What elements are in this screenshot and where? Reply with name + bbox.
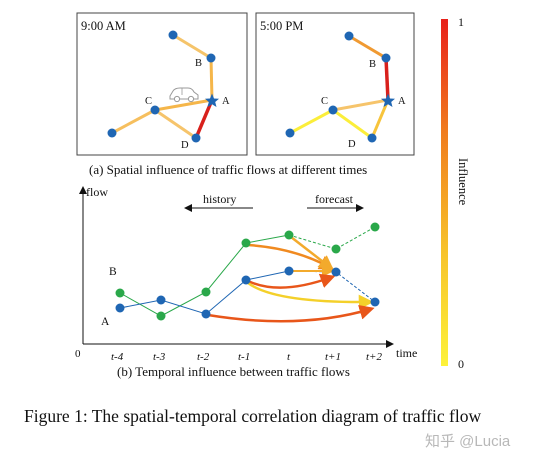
edge-r-top-b bbox=[348, 34, 387, 60]
right-time-label: 5:00 PM bbox=[260, 19, 303, 33]
influence-arrow-a-t2-to-a-t2 bbox=[207, 304, 375, 323]
node-r-d bbox=[367, 133, 377, 143]
watermark: 知乎 @Lucia bbox=[425, 433, 511, 450]
edge-c-a bbox=[154, 98, 213, 112]
series-a-point bbox=[241, 275, 251, 285]
tick-label: t-3 bbox=[153, 351, 166, 363]
tick-label: t-4 bbox=[111, 351, 124, 363]
panel-b-temporal-graph: flow time 0 history forecast bbox=[75, 185, 417, 363]
series-b-point bbox=[284, 230, 294, 240]
edge-b-a bbox=[209, 57, 214, 101]
tick-label: t-2 bbox=[197, 351, 210, 363]
panel-a-right-frame bbox=[255, 12, 415, 156]
label-r-d: D bbox=[348, 139, 356, 150]
edge-r-c-a bbox=[332, 98, 389, 112]
edge-r-d-a bbox=[370, 99, 390, 139]
series-a-point bbox=[331, 267, 341, 277]
influence-legend: 1 0 Influence bbox=[441, 15, 470, 371]
series-b-point bbox=[201, 287, 211, 297]
edge-top-b bbox=[172, 33, 212, 60]
influence-arrow-a-t1-to-a-t2 bbox=[247, 281, 374, 310]
left-time-label: 9:00 AM bbox=[81, 19, 126, 33]
label-b: B bbox=[195, 58, 202, 69]
origin-label: 0 bbox=[75, 348, 81, 360]
car-icon bbox=[169, 87, 199, 103]
label-a: A bbox=[222, 96, 230, 107]
series-a-point bbox=[156, 295, 166, 305]
legend-max-label: 1 bbox=[458, 15, 464, 29]
series-b-point bbox=[156, 311, 166, 321]
node-b bbox=[206, 53, 216, 63]
edge-r-c-left bbox=[289, 108, 334, 135]
star-icon-right bbox=[381, 93, 395, 107]
influence-arrow-b-t1-to-a-t1 bbox=[247, 243, 335, 270]
label-c: C bbox=[145, 96, 152, 107]
node-r-b bbox=[381, 53, 391, 63]
node-top bbox=[168, 30, 178, 40]
label-r-c: C bbox=[321, 96, 328, 107]
series-a-point bbox=[115, 303, 125, 313]
history-label: history bbox=[203, 192, 236, 206]
tick-label: t+2 bbox=[366, 351, 382, 363]
tick-label: t+1 bbox=[325, 351, 341, 363]
node-r-c bbox=[328, 105, 338, 115]
edge-r-b-a bbox=[384, 57, 390, 101]
influence-arrow-b-t-to-a-t1 bbox=[290, 236, 334, 271]
panel-b-caption: (b) Temporal influence between traffic f… bbox=[117, 364, 350, 379]
label-r-b: B bbox=[369, 59, 376, 70]
influence-arrow-a-t1-to-a-t1 bbox=[247, 273, 336, 289]
series-a-point bbox=[284, 266, 294, 276]
colorbar bbox=[441, 19, 448, 366]
label-r-a: A bbox=[398, 96, 406, 107]
y-axis-label: flow bbox=[86, 185, 108, 199]
edge-d-a bbox=[194, 99, 214, 139]
label-d: D bbox=[181, 140, 189, 151]
legend-min-label: 0 bbox=[458, 357, 464, 371]
series-b-dashed-line bbox=[288, 226, 376, 250]
panel-a-left-frame bbox=[76, 12, 248, 156]
series-b-point bbox=[241, 238, 251, 248]
series-b-point bbox=[115, 288, 125, 298]
legend-title: Influence bbox=[456, 158, 470, 206]
figure-caption: Figure 1: The spatial-temporal correlati… bbox=[24, 406, 482, 426]
panel-a-caption: (a) Spatial influence of traffic flows a… bbox=[89, 162, 367, 177]
tick-label: t-1 bbox=[238, 351, 250, 363]
star-icon bbox=[205, 93, 219, 107]
series-b-point bbox=[370, 222, 380, 232]
edge-c-d bbox=[154, 108, 197, 140]
forecast-label: forecast bbox=[315, 192, 354, 206]
node-r-left bbox=[285, 128, 295, 138]
series-a-label: A bbox=[101, 316, 110, 328]
node-d bbox=[191, 133, 201, 143]
edge-r-c-d bbox=[332, 108, 373, 140]
tick-label: t bbox=[287, 351, 291, 363]
edge-c-left bbox=[111, 108, 156, 135]
series-b-point bbox=[331, 244, 341, 254]
series-b-label: B bbox=[109, 266, 117, 278]
x-axis-label: time bbox=[396, 346, 417, 360]
series-a-point bbox=[201, 309, 211, 319]
node-left bbox=[107, 128, 117, 138]
series-a-point bbox=[370, 297, 380, 307]
node-r-top bbox=[344, 31, 354, 41]
panel-a-left-graph: 9:00 AM B A C D bbox=[76, 12, 248, 156]
node-c bbox=[150, 105, 160, 115]
panel-a-right-graph: 5:00 PM B A C D bbox=[255, 12, 415, 156]
